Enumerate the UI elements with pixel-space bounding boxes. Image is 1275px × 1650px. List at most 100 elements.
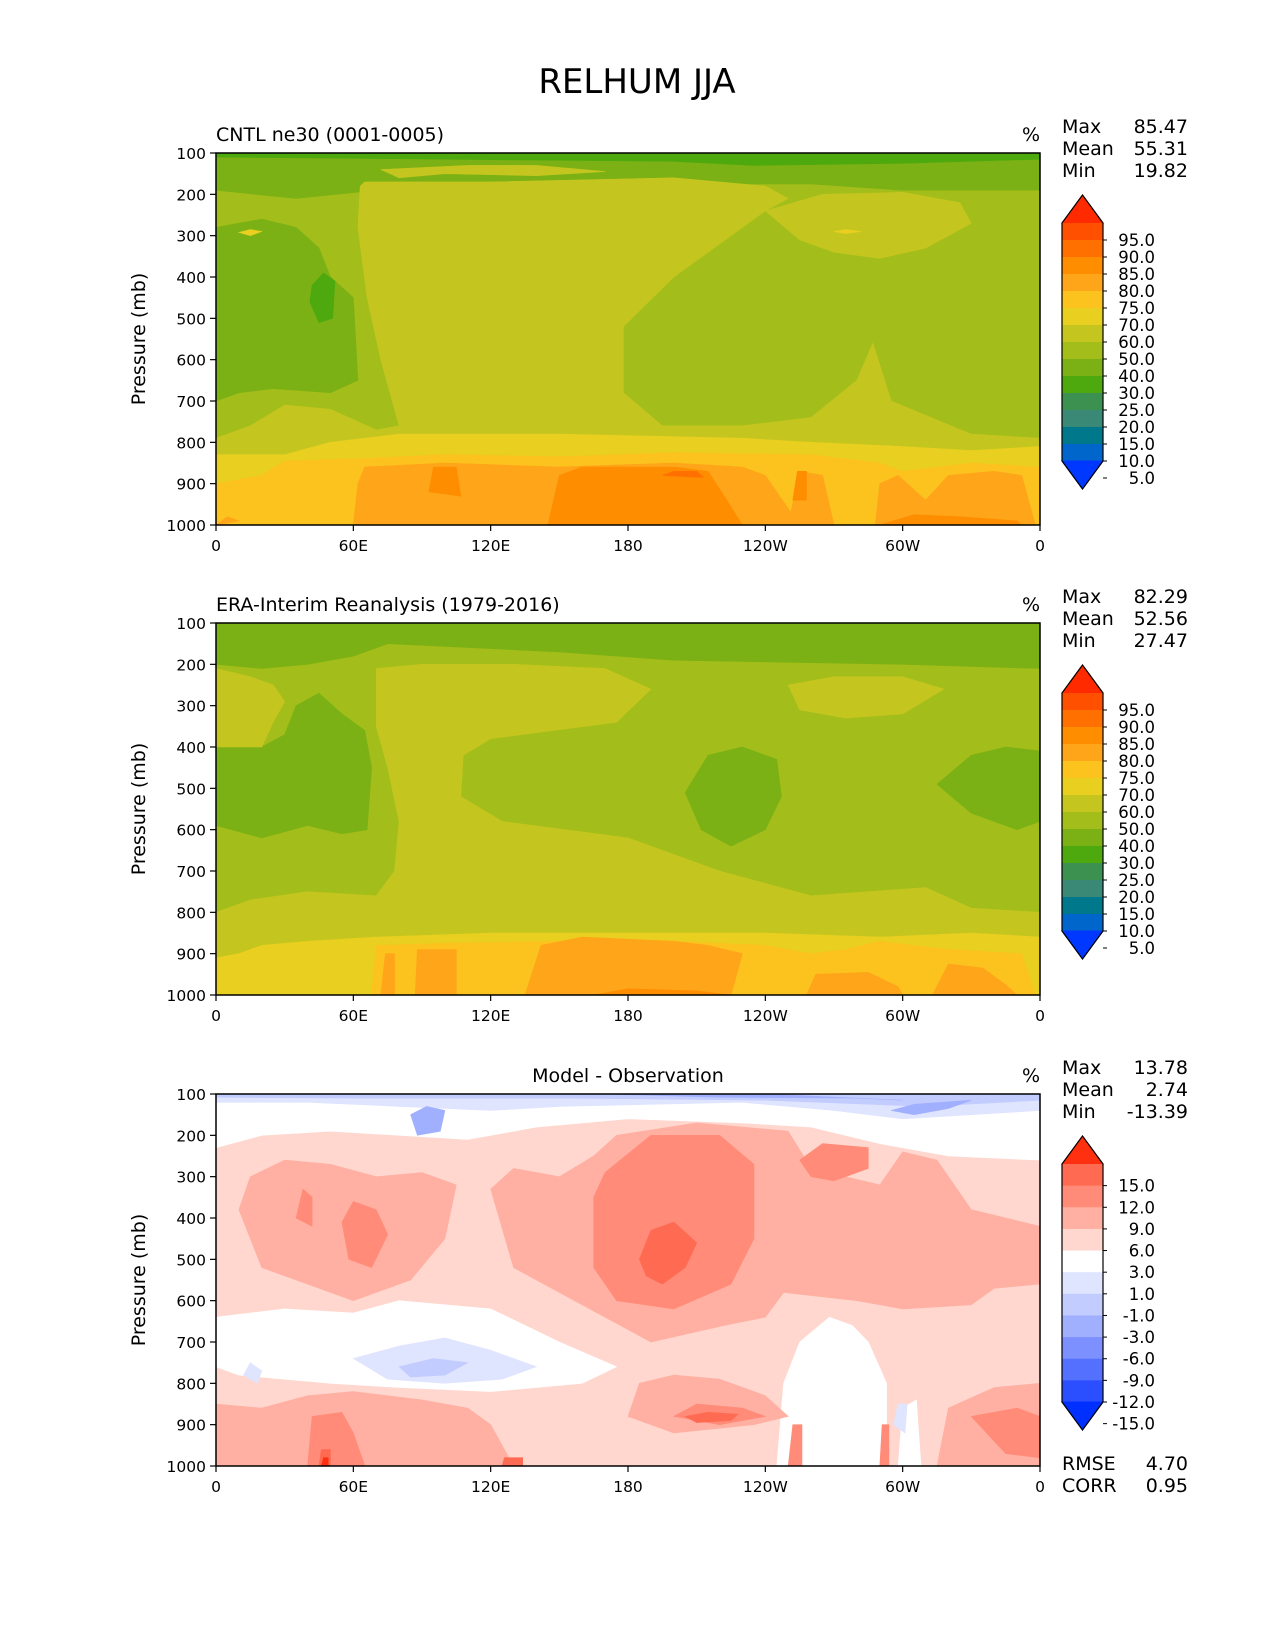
panel-test: CNTL ne30 (0001-0005) % 100 200 300 400 500 600…	[128, 116, 1188, 555]
y-tick-label: 200	[176, 656, 206, 674]
y-tick-label: 300	[176, 1169, 206, 1187]
y-tick-label: 600	[176, 1293, 206, 1311]
y-tick-label: 300	[176, 698, 206, 716]
stat-value: 27.47	[1134, 630, 1188, 652]
contour-region	[216, 516, 241, 525]
colorbar-tick-label: 20.0	[1118, 418, 1155, 437]
contour-region	[380, 953, 395, 995]
stat-label: Mean	[1062, 608, 1114, 630]
contour-region	[380, 165, 606, 179]
colorbar-tick-label: -3.0	[1123, 1328, 1155, 1347]
stat-label: Max	[1062, 586, 1101, 608]
x-tick-label: 120W	[743, 1007, 788, 1025]
contour-region	[398, 1358, 469, 1378]
units-label: %	[1022, 124, 1040, 146]
colorbar-bin	[1062, 1337, 1103, 1360]
figure-title: RELHUM JJA	[538, 62, 735, 102]
colorbar-tick-label: 50.0	[1118, 820, 1155, 839]
metric-value: 0.95	[1146, 1475, 1188, 1497]
colorbar-bin	[1062, 325, 1103, 343]
colorbar: 95.090.085.080.075.070.060.050.040.030.0…	[1061, 193, 1155, 491]
colorbar-tick-label: 6.0	[1129, 1242, 1155, 1261]
colorbar-tick-label: 70.0	[1118, 316, 1155, 335]
colorbar-bin	[1062, 795, 1103, 813]
colorbar-tick-label: -1.0	[1123, 1306, 1155, 1325]
panel-reference: ERA-Interim Reanalysis (1979-2016) % 100 20…	[128, 586, 1188, 1025]
contour-region	[893, 1403, 908, 1434]
colorbar-bin	[1062, 1272, 1103, 1295]
x-tick-label: 60E	[339, 1007, 369, 1025]
colorbar-tick-label: 85.0	[1118, 735, 1155, 754]
y-axis-label: Pressure (mb)	[128, 273, 150, 406]
stat-value: 13.78	[1134, 1057, 1188, 1079]
colorbar-tick-label: 80.0	[1118, 752, 1155, 771]
colorbar-bin	[1062, 778, 1103, 796]
colorbar-bin	[1062, 393, 1103, 411]
y-tick-label: 800	[176, 904, 206, 922]
y-tick-label: 700	[176, 863, 206, 881]
colorbar-bin	[1062, 1164, 1103, 1187]
colorbar-tick-label: 5.0	[1129, 939, 1155, 958]
colorbar-bin	[1062, 846, 1103, 864]
y-tick-label: 500	[176, 1251, 206, 1269]
colorbar-bin	[1062, 812, 1103, 830]
colorbar-bin	[1062, 444, 1103, 462]
y-tick-label: 1000	[167, 987, 206, 1005]
contour-region	[216, 218, 359, 402]
colorbar-bin	[1062, 880, 1103, 898]
contour-region	[792, 470, 807, 501]
contour-region	[684, 1411, 739, 1423]
y-tick-label: 700	[176, 393, 206, 411]
colorbar-bin	[1062, 410, 1103, 428]
contour-field	[216, 623, 1040, 995]
y-tick-label: 200	[176, 186, 206, 204]
colorbar-bin	[1062, 308, 1103, 326]
y-tick-label: 900	[176, 1417, 206, 1435]
y-tick-label: 100	[176, 145, 206, 163]
contour-region	[932, 963, 1018, 995]
x-tick-label: 120E	[471, 537, 510, 555]
stat-label: Mean	[1062, 138, 1114, 160]
x-tick-label: 120E	[471, 1478, 510, 1496]
x-tick-label: 120W	[743, 537, 788, 555]
colorbar-bin	[1062, 291, 1103, 309]
contour-region	[320, 1457, 329, 1466]
y-axis-label: Pressure (mb)	[128, 1214, 150, 1347]
stat-value: -13.39	[1127, 1101, 1188, 1123]
x-tick-label: 180	[613, 1007, 643, 1025]
y-tick-label: 400	[176, 739, 206, 757]
colorbar-bin	[1062, 897, 1103, 915]
colorbar-bin	[1062, 829, 1103, 847]
contour-region	[684, 746, 782, 847]
colorbar-bin	[1062, 359, 1103, 377]
contour-region	[410, 1106, 446, 1136]
contour-region	[874, 470, 1036, 525]
contour-region	[414, 949, 457, 995]
y-tick-label: 100	[176, 615, 206, 633]
contour-region	[216, 1391, 514, 1466]
colorbar-bin	[1062, 1293, 1103, 1316]
colorbar-tick-label: 15.0	[1118, 435, 1155, 454]
colorbar-tick-label: 15.0	[1118, 1177, 1155, 1196]
colorbar-tick-label: 5.0	[1129, 469, 1155, 488]
contour-region	[764, 191, 972, 259]
colorbar-tick-label: 90.0	[1118, 248, 1155, 267]
panel-difference: Model - Observation % 100 200 300 400 500 600 70…	[128, 1057, 1188, 1497]
colorbar-bin	[1062, 1358, 1103, 1381]
colorbar: 95.090.085.080.075.070.060.050.040.030.0…	[1061, 663, 1155, 961]
colorbar-tick-label: 40.0	[1118, 837, 1155, 856]
colorbar-bin	[1062, 710, 1103, 728]
colorbar-tick-label: 95.0	[1118, 231, 1155, 250]
y-tick-label: 400	[176, 1210, 206, 1228]
stat-value: 52.56	[1134, 608, 1188, 630]
colorbar-tick-label: 9.0	[1129, 1220, 1155, 1239]
contour-region	[547, 466, 743, 525]
contour-region	[639, 1221, 698, 1285]
stat-label: Min	[1062, 630, 1096, 652]
y-tick-label: 500	[176, 780, 206, 798]
x-tick-label: 120E	[471, 1007, 510, 1025]
y-tick-label: 1000	[167, 517, 206, 535]
colorbar: 15.0 12.0 9.0 6.0 3.0 1.0 -1.0 -3.0 -6.0 -9.0 -12.…	[1061, 1134, 1155, 1434]
panel-title: Model - Observation	[532, 1065, 724, 1087]
stat-value: 19.82	[1134, 160, 1188, 182]
